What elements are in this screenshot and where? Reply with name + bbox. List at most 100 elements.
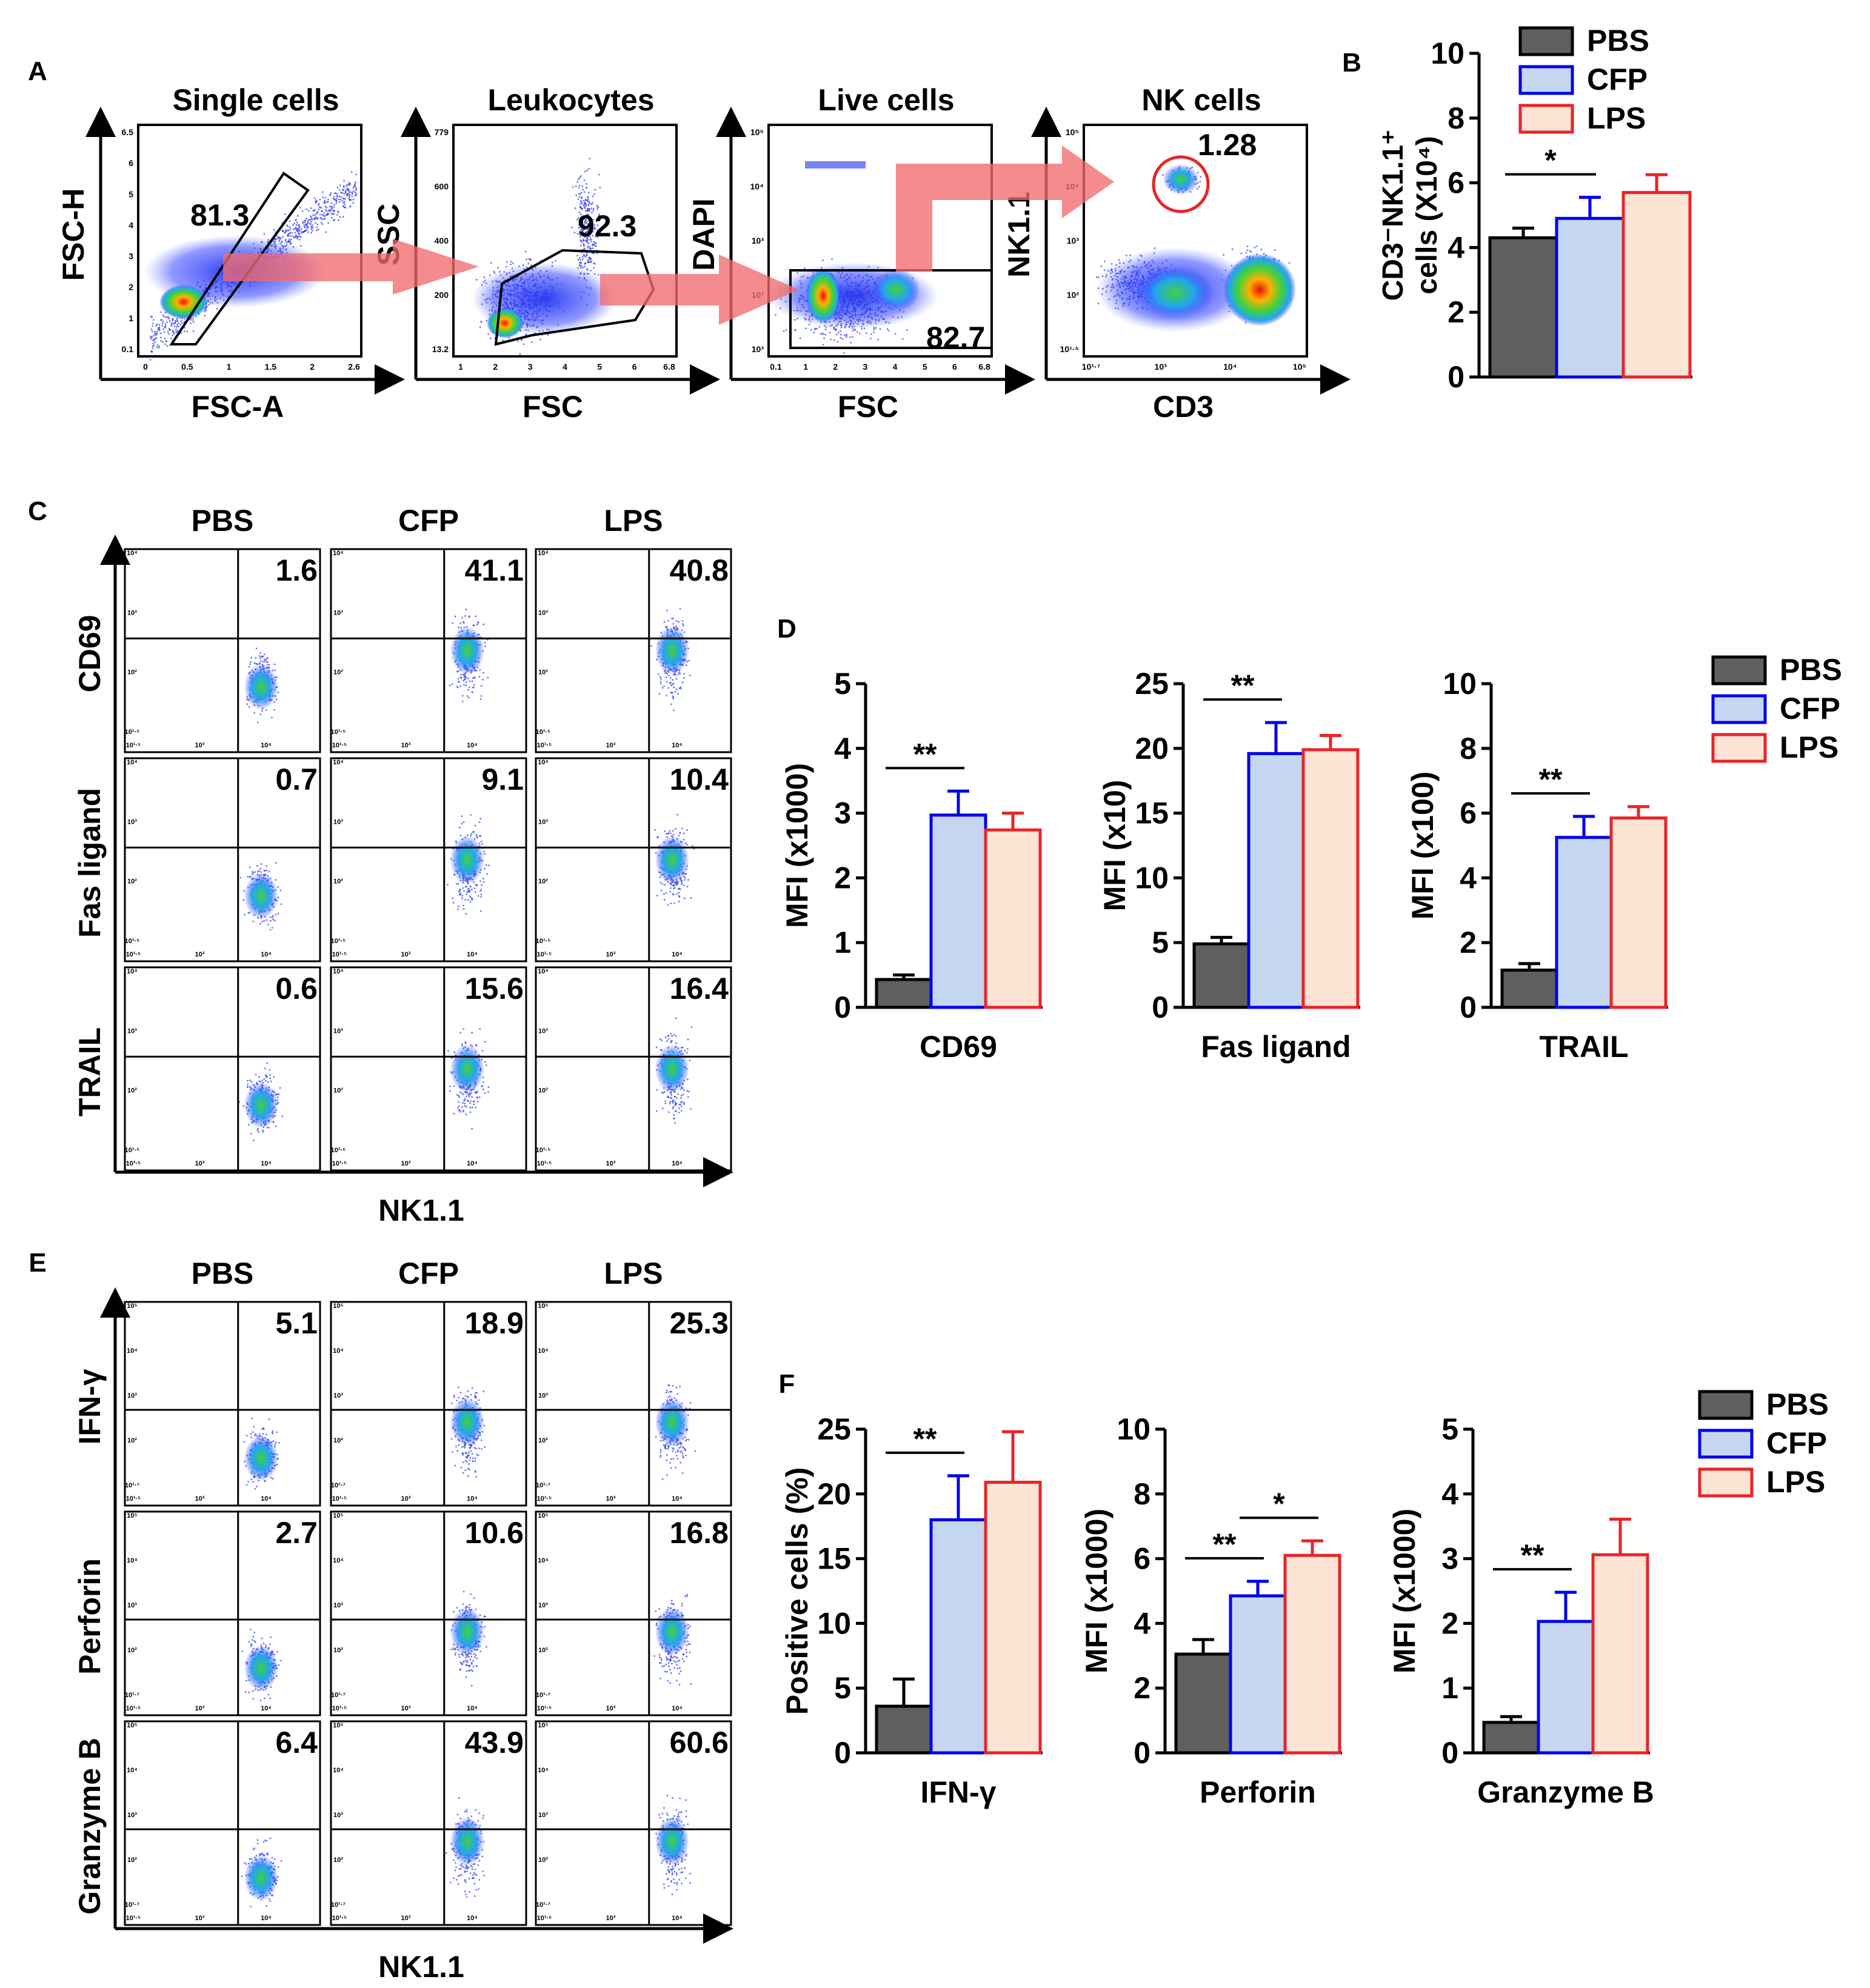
flow-plot-frame (124, 1301, 321, 1507)
x-tick-label: 10¹·⁵ (537, 1160, 552, 1167)
y-tick-label: 4 (834, 732, 851, 766)
x-tick-label: 6.8 (663, 362, 675, 372)
legend-swatch-pbs (1711, 655, 1767, 685)
x-tick-label: 10⁴ (261, 1705, 272, 1712)
y-tick-label: 10² (538, 1437, 548, 1444)
y-tick-label: 10⁴ (750, 182, 764, 192)
cell-density (244, 1435, 278, 1482)
y-tick-label: 10² (333, 1856, 343, 1864)
row-label: CD69 (73, 615, 107, 693)
x-axis-label: Fas ligand (1201, 1030, 1351, 1064)
x-tick-label: 10⁴ (467, 1915, 478, 1922)
legend-swatch-cfp (1698, 1429, 1754, 1459)
column-header-pbs: PBS (192, 1256, 254, 1290)
y-tick-label: 0 (1152, 990, 1169, 1024)
x-tick-label: 0.5 (181, 362, 193, 372)
gate-polygon (494, 248, 655, 346)
y-tick-label: 10³ (127, 1027, 137, 1035)
bar-pbs (1192, 942, 1251, 1009)
cell-density (450, 1817, 484, 1866)
x-tick-label: 5 (923, 362, 927, 372)
y-tick-label: 4 (129, 220, 133, 230)
column-header-cfp: CFP (398, 504, 459, 538)
y-tick-label: 6 (1448, 166, 1464, 200)
quadrant-percentage: 10.6 (465, 1516, 524, 1550)
y-axis-label: MFI (x10) (1098, 780, 1132, 912)
cell-density (655, 1044, 689, 1093)
y-tick-label: 10⁵ (127, 1722, 137, 1729)
y-tick-label: 10¹·⁷ (125, 1692, 140, 1699)
y-tick-label: 10¹·⁵ (125, 1147, 140, 1154)
y-tick-label: 10³ (127, 818, 137, 826)
flow-plot-frame (535, 548, 732, 753)
gating-plot-title: Leukocytes (487, 83, 654, 117)
cell-density (450, 1607, 484, 1656)
column-header-lps: LPS (604, 1256, 663, 1290)
x-tick-label: 10³ (401, 1160, 411, 1167)
y-tick-label: 10⁴ (127, 1767, 138, 1774)
significance-marker: * (1273, 1487, 1285, 1521)
y-tick-label: 25 (1135, 667, 1169, 701)
gating-arrow (223, 239, 479, 295)
y-tick-label: 1 (1441, 1671, 1458, 1705)
y-tick-label: 10⁴ (538, 1347, 549, 1355)
x-tick-label: 2.6 (348, 362, 360, 372)
bar-pbs (875, 1704, 933, 1755)
x-tick-label: 3 (528, 362, 533, 372)
y-tick-label: 10³ (752, 344, 764, 354)
y-tick-label: 10¹·⁷ (125, 1482, 140, 1489)
x-tick-label: 10⁴ (261, 1160, 272, 1167)
x-tick-label: 1 (227, 362, 232, 372)
x-tick-label: 10³ (606, 1705, 616, 1712)
x-tick-label: 10⁴ (261, 742, 272, 749)
significance-marker: ** (1231, 669, 1255, 702)
y-tick-label: 10⁴ (333, 759, 344, 766)
cell-density (244, 873, 278, 919)
y-tick-label: 10³ (333, 1602, 343, 1609)
y-tick-label: 10² (538, 1087, 548, 1095)
y-tick-label: 0.1 (122, 344, 134, 354)
gating-plot-frame (137, 124, 362, 358)
y-tick-label: 8 (1448, 101, 1464, 135)
legend-label-pbs: PBS (1766, 1387, 1829, 1421)
panel-letter-c: C (28, 496, 47, 526)
y-axis-label: DAPI (687, 198, 721, 270)
y-tick-label: 10⁴ (333, 1767, 344, 1774)
y-tick-label: 10² (127, 669, 137, 676)
y-tick-label: 10¹·⁵ (536, 729, 551, 736)
legend-label-cfp: CFP (1780, 692, 1840, 725)
y-tick-label: 10¹·⁷ (331, 1692, 346, 1699)
y-tick-label: 600 (435, 182, 449, 192)
y-axis-label: cells (X10⁴) (1411, 136, 1443, 294)
x-tick-label: 10¹·⁵ (332, 1495, 347, 1503)
y-tick-label: 10⁵ (538, 1722, 548, 1729)
flow-plot-frame (124, 966, 321, 1172)
x-tick-label: 10³ (401, 1495, 411, 1503)
y-axis-label: MFI (x1000) (1080, 1509, 1114, 1673)
y-tick-label: 10² (127, 1437, 137, 1444)
flow-plot-frame (330, 548, 527, 753)
x-tick-label: 10¹·⁵ (537, 1495, 552, 1503)
y-tick-label: 5 (834, 667, 851, 701)
y-tick-label: 10¹·⁷ (536, 1901, 551, 1909)
x-tick-label: 10³ (401, 1705, 411, 1712)
quadrant-percentage: 25.3 (670, 1306, 729, 1340)
legend-swatch-pbs (1698, 1390, 1754, 1420)
legend-label-lps: LPS (1766, 1465, 1825, 1499)
x-tick-label: 1 (803, 362, 808, 372)
quadrant-percentage: 16.4 (670, 972, 729, 1006)
cell-density (1223, 253, 1296, 326)
y-tick-label: 10 (1431, 36, 1464, 70)
x-tick-label: 2 (493, 362, 498, 372)
flow-plot-frame (330, 1301, 527, 1507)
y-tick-label: 10⁵ (333, 1303, 343, 1310)
row-label: Fas ligand (73, 788, 107, 938)
x-axis-label: NK1.1 (378, 1950, 464, 1984)
y-tick-label: 5 (1152, 926, 1169, 959)
flow-plot-frame (124, 548, 321, 753)
y-tick-label: 4 (1448, 230, 1464, 264)
bar-cfp (1555, 836, 1613, 1009)
y-axis-label: MFI (x100) (1406, 772, 1440, 920)
y-tick-label: 10⁴ (127, 550, 138, 557)
